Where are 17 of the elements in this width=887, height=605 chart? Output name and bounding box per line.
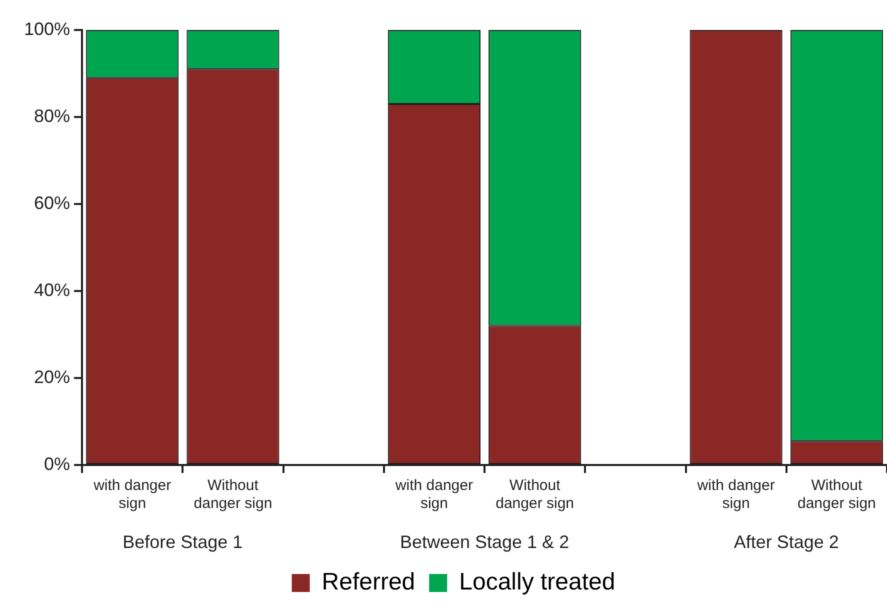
- y-tick-label: 80%: [34, 106, 70, 126]
- y-tick-label: 100%: [24, 18, 70, 39]
- x-tick-label: Without danger sign: [797, 477, 876, 512]
- x-tick-label: with danger sign: [394, 477, 473, 512]
- y-tick-label: 40%: [34, 280, 70, 300]
- legend-label: Locally treated: [459, 568, 616, 596]
- text: Before Stage 1: [122, 532, 243, 552]
- legend-label: Referred: [322, 568, 416, 596]
- x-tick-label: with danger sign: [696, 477, 775, 512]
- y-tick-label: 20%: [34, 366, 70, 387]
- y-tick-label: 0%: [44, 454, 70, 474]
- text: Between Stage 1 & 2: [400, 532, 570, 552]
- x-tick-label: Without danger sign: [496, 477, 574, 512]
- x-tick-label: with danger sign: [92, 477, 172, 512]
- text: After Stage 2: [734, 532, 839, 552]
- y-tick-label: 60%: [34, 192, 70, 213]
- x-tick-label: Without danger sign: [194, 477, 272, 512]
